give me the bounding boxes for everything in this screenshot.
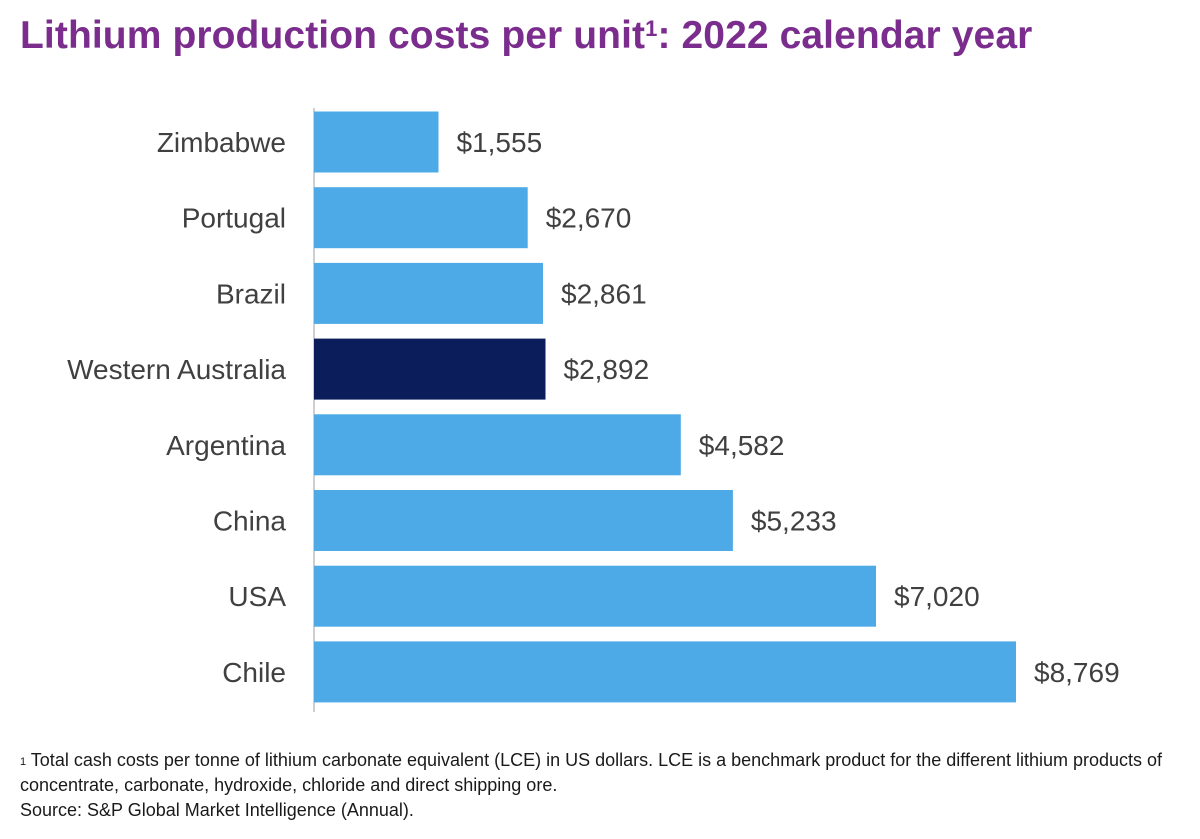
category-label: Zimbabwe (157, 127, 286, 158)
value-label: $5,233 (751, 506, 837, 537)
category-label: Chile (222, 657, 286, 688)
value-label: $2,670 (546, 203, 632, 234)
category-label: Western Australia (67, 354, 286, 385)
value-label: $2,892 (564, 354, 650, 385)
footnote-text: Total cash costs per tonne of lithium ca… (20, 750, 1163, 795)
chart-title: Lithium production costs per unit1: 2022… (20, 14, 1032, 58)
value-label: $2,861 (561, 278, 647, 309)
bar-western-australia (314, 338, 546, 400)
bar-argentina (314, 414, 681, 476)
value-label: $7,020 (894, 581, 980, 612)
bar-brazil (314, 262, 543, 324)
category-label: Brazil (216, 278, 286, 309)
category-label: Portugal (182, 203, 286, 234)
bar-usa (314, 565, 876, 627)
footnote: 1 Total cash costs per tonne of lithium … (20, 748, 1180, 823)
bar-portugal (314, 187, 528, 249)
value-label: $4,582 (699, 430, 785, 461)
bar-chile (314, 641, 1016, 703)
footnote-note: 1 Total cash costs per tonne of lithium … (20, 748, 1180, 798)
value-label: $1,555 (457, 127, 543, 158)
chart-title-suffix: : 2022 calendar year (657, 14, 1033, 57)
value-label: $8,769 (1034, 657, 1120, 688)
chart-title-footnote-marker: 1 (645, 16, 658, 41)
category-label: Argentina (166, 430, 286, 461)
bar-china (314, 490, 733, 551)
category-label: China (213, 506, 287, 537)
chart-title-text: Lithium production costs per unit (20, 14, 646, 57)
category-label: USA (228, 581, 286, 612)
bar-zimbabwe (314, 111, 439, 173)
source-note: Source: S&P Global Market Intelligence (… (20, 800, 414, 820)
bar-chart: Zimbabwe $1,555 Portugal $2,670 Brazil $2,861… (67, 108, 1120, 712)
footnote-marker: 1 (20, 756, 27, 768)
